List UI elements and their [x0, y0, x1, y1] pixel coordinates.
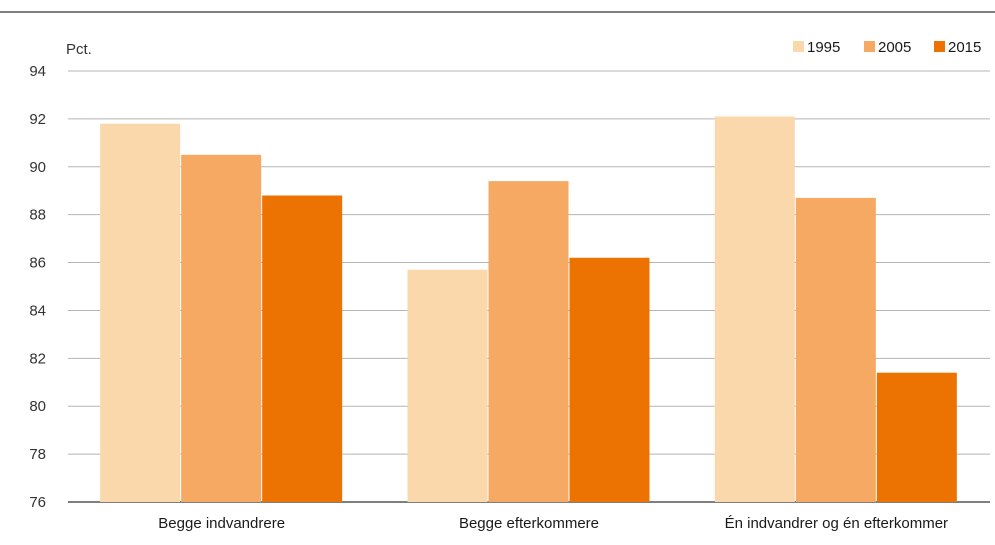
y-tick-label: 88 — [29, 207, 46, 224]
y-tick-label: 92 — [29, 111, 46, 128]
bar-1995-1 — [407, 269, 488, 502]
y-tick-label: 90 — [29, 159, 46, 176]
y-tick-label: 78 — [29, 446, 46, 463]
bar-2005-2 — [795, 197, 876, 502]
bar-2015-0 — [262, 195, 343, 502]
y-tick-label: 76 — [29, 494, 46, 511]
bar-2015-2 — [876, 372, 957, 502]
category-labels: Begge indvandrere Begge efterkommere Én in… — [158, 515, 948, 532]
legend-swatch-2005 — [864, 41, 875, 52]
y-tick-labels: 76 78 80 82 84 86 88 90 92 94 — [29, 63, 46, 511]
bar-2005-1 — [488, 181, 569, 502]
top-rule — [0, 0, 995, 14]
legend-label: 1995 — [807, 39, 840, 56]
y-tick-label: 82 — [29, 350, 46, 367]
y-tick-label: 86 — [29, 255, 46, 272]
bars — [100, 116, 957, 503]
y-tick-label: 94 — [29, 63, 46, 80]
legend-label: 2005 — [878, 39, 911, 56]
legend-label: 2015 — [948, 39, 981, 56]
bar-1995-0 — [100, 123, 181, 502]
y-tick-label: 80 — [29, 398, 46, 415]
legend: 1995 2005 2015 — [793, 39, 981, 56]
y-tick-label: 84 — [29, 302, 46, 319]
legend-swatch-2015 — [934, 41, 945, 52]
category-label: Begge indvandrere — [158, 515, 285, 532]
bar-2015-1 — [569, 257, 650, 502]
bar-1995-2 — [714, 116, 795, 502]
category-label: Begge efterkommere — [459, 515, 599, 532]
bar-2005-0 — [181, 154, 262, 503]
legend-swatch-1995 — [793, 41, 804, 52]
category-label: Én indvandrer og én efterkommer — [725, 515, 948, 532]
y-axis-label: Pct. — [66, 41, 92, 58]
